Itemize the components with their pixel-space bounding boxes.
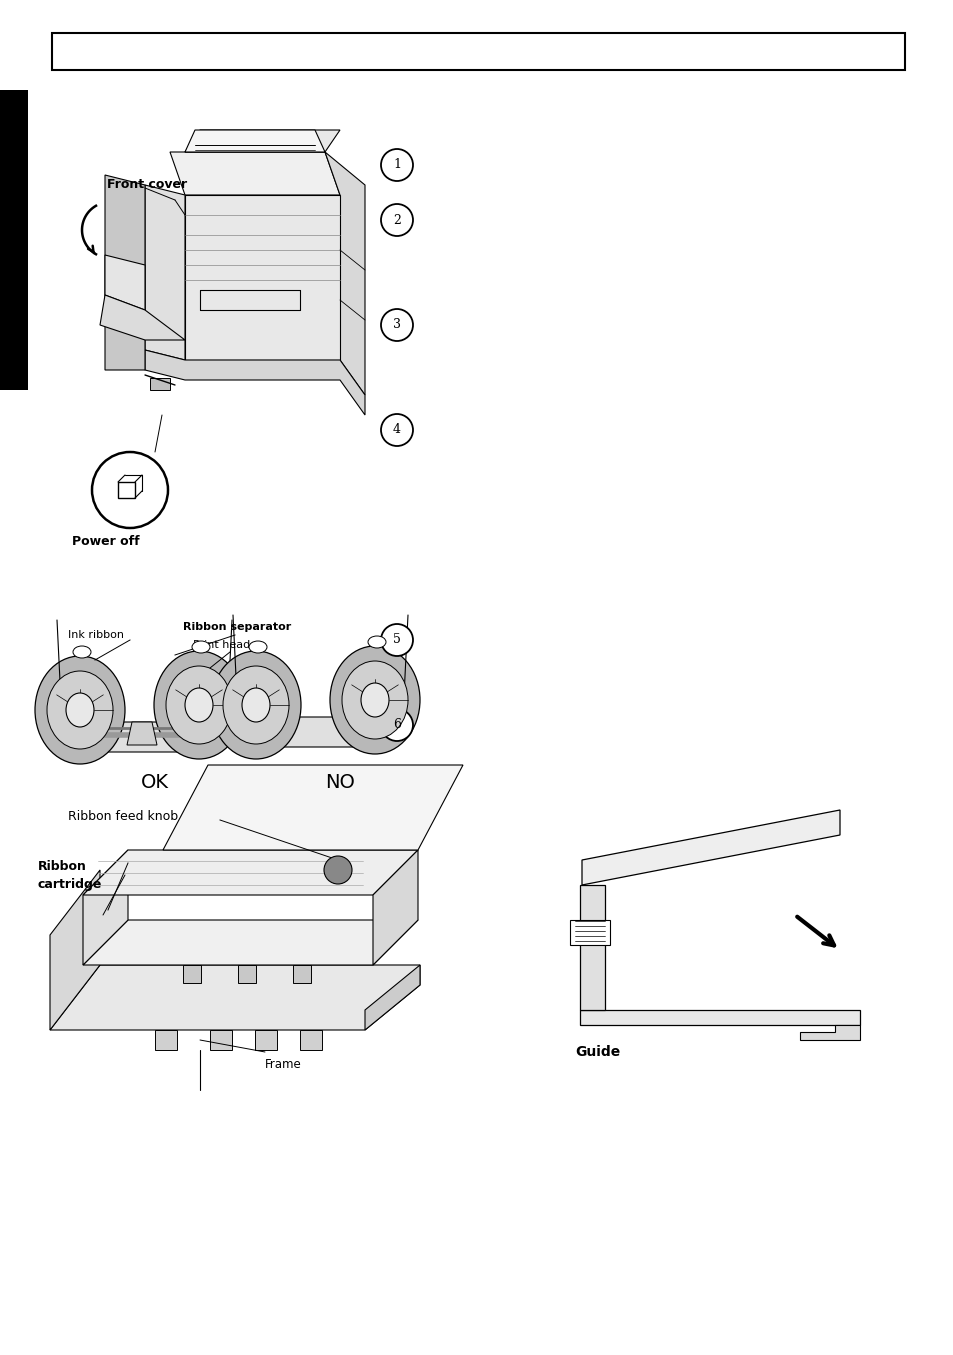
- Circle shape: [380, 309, 413, 341]
- Circle shape: [380, 709, 413, 741]
- Polygon shape: [254, 1030, 276, 1050]
- Polygon shape: [800, 1024, 859, 1041]
- Text: NO: NO: [325, 772, 355, 793]
- Text: 6: 6: [393, 718, 400, 732]
- Text: 3: 3: [393, 318, 400, 332]
- Polygon shape: [105, 255, 145, 310]
- Text: Print head: Print head: [193, 640, 250, 650]
- Text: OK: OK: [141, 772, 169, 793]
- Polygon shape: [183, 965, 201, 982]
- Polygon shape: [237, 717, 402, 747]
- Circle shape: [380, 205, 413, 236]
- Polygon shape: [293, 965, 311, 982]
- Polygon shape: [581, 810, 840, 885]
- Polygon shape: [579, 885, 604, 1009]
- Polygon shape: [83, 850, 128, 965]
- Text: Ribbon: Ribbon: [38, 860, 87, 873]
- Ellipse shape: [185, 688, 213, 722]
- Polygon shape: [237, 965, 255, 982]
- Text: Front cover: Front cover: [107, 178, 187, 191]
- Polygon shape: [170, 152, 339, 195]
- Polygon shape: [50, 870, 100, 1030]
- Polygon shape: [127, 722, 157, 745]
- Ellipse shape: [360, 683, 389, 717]
- Polygon shape: [185, 130, 325, 152]
- Polygon shape: [100, 295, 185, 340]
- Polygon shape: [83, 850, 417, 896]
- Ellipse shape: [223, 667, 289, 744]
- Ellipse shape: [368, 635, 386, 648]
- Circle shape: [380, 149, 413, 182]
- Polygon shape: [118, 482, 135, 499]
- Polygon shape: [145, 350, 365, 415]
- Circle shape: [380, 415, 413, 446]
- Polygon shape: [325, 152, 365, 396]
- Ellipse shape: [73, 646, 91, 659]
- Ellipse shape: [66, 692, 94, 728]
- Text: 4: 4: [393, 424, 400, 436]
- Text: Guide: Guide: [575, 1045, 619, 1060]
- Ellipse shape: [341, 661, 408, 738]
- Polygon shape: [62, 722, 227, 752]
- Polygon shape: [163, 766, 462, 850]
- Text: cartridge: cartridge: [38, 878, 102, 892]
- Circle shape: [324, 856, 352, 883]
- Polygon shape: [210, 1030, 232, 1050]
- Text: Ink ribbon: Ink ribbon: [68, 630, 124, 640]
- Polygon shape: [105, 175, 145, 370]
- Text: Ribbon feed knob: Ribbon feed knob: [68, 810, 178, 822]
- Text: Ribbon separator: Ribbon separator: [183, 622, 291, 631]
- Polygon shape: [150, 378, 170, 390]
- Text: 5: 5: [393, 634, 400, 646]
- Polygon shape: [579, 1009, 859, 1024]
- Polygon shape: [299, 1030, 322, 1050]
- Ellipse shape: [192, 641, 210, 653]
- Text: 1: 1: [393, 159, 400, 172]
- Polygon shape: [154, 1030, 177, 1050]
- Ellipse shape: [211, 650, 301, 759]
- Ellipse shape: [47, 671, 112, 749]
- Polygon shape: [569, 920, 609, 944]
- Circle shape: [380, 625, 413, 656]
- Polygon shape: [52, 33, 904, 70]
- Polygon shape: [50, 965, 419, 1030]
- Text: Power off: Power off: [71, 535, 139, 547]
- Ellipse shape: [166, 667, 232, 744]
- Ellipse shape: [249, 641, 267, 653]
- Text: 2: 2: [393, 214, 400, 226]
- Polygon shape: [365, 965, 419, 1030]
- Ellipse shape: [242, 688, 270, 722]
- Circle shape: [91, 453, 168, 528]
- Polygon shape: [185, 130, 339, 152]
- Ellipse shape: [330, 646, 419, 753]
- Ellipse shape: [153, 650, 244, 759]
- Polygon shape: [373, 850, 417, 965]
- Polygon shape: [145, 186, 185, 360]
- Ellipse shape: [35, 656, 125, 764]
- Text: Frame: Frame: [265, 1058, 301, 1070]
- Polygon shape: [0, 89, 28, 390]
- Polygon shape: [83, 920, 417, 965]
- Polygon shape: [185, 195, 339, 360]
